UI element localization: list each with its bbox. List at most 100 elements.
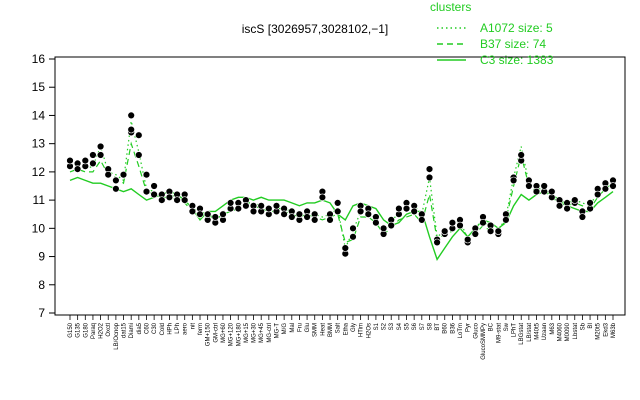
x-tick-label: dat15 xyxy=(122,322,128,338)
x-tick-label: G135 xyxy=(76,322,82,337)
x-tick-label: MG+30 xyxy=(252,322,258,343)
data-point xyxy=(142,187,151,196)
x-tick-label: B36 xyxy=(450,322,456,333)
data-point xyxy=(272,202,281,210)
data-point xyxy=(181,196,189,204)
data-point xyxy=(265,204,273,213)
x-tick-label: ferm xyxy=(198,323,204,335)
data-point xyxy=(609,182,617,190)
x-tick-label: MG+15 xyxy=(244,322,250,343)
chart-title: iscS [3026957,3028102,−1] xyxy=(242,22,388,36)
x-tick-label: MG+120 xyxy=(229,322,235,346)
x-tick-label: Heat xyxy=(320,323,326,336)
data-point xyxy=(311,216,319,224)
data-point xyxy=(158,196,166,204)
data-point xyxy=(234,204,243,213)
x-tick-label: BMM xyxy=(328,323,334,337)
data-point xyxy=(486,227,495,235)
data-point xyxy=(517,151,525,159)
data-point xyxy=(173,196,181,204)
legend-title: clusters xyxy=(430,0,471,14)
legend-entry-label: A1072 size: 5 xyxy=(480,21,553,35)
data-point xyxy=(387,221,395,230)
x-tick-label: MG+60 xyxy=(221,322,227,343)
data-point xyxy=(112,176,120,185)
x-tick-label: Oxctl xyxy=(106,323,112,337)
x-tick-label: M20t5 xyxy=(596,322,602,339)
x-tick-label: LPhT xyxy=(512,323,518,338)
y-tick-label: 13 xyxy=(32,137,46,151)
y-tick-label: 12 xyxy=(32,165,46,179)
y-tick-label: 10 xyxy=(32,221,46,235)
data-point xyxy=(425,173,434,182)
data-point xyxy=(372,219,380,227)
x-tick-label: S7 xyxy=(420,322,426,330)
y-tick-label: 11 xyxy=(33,193,46,207)
plot-frame xyxy=(54,56,626,316)
data-point xyxy=(249,207,258,216)
data-point xyxy=(456,221,464,230)
x-tick-label: Lbstat xyxy=(573,323,579,340)
x-tick-label: LBGstat xyxy=(519,323,525,345)
x-tick-label: Cold xyxy=(160,323,166,335)
data-point xyxy=(464,235,472,244)
x-tick-label: Fru xyxy=(297,323,303,332)
x-tick-label: Sb xyxy=(580,322,586,330)
x-tick-label: MG-ctrl xyxy=(267,323,273,343)
data-points xyxy=(66,111,617,258)
x-tick-label: M40t5 xyxy=(535,322,541,339)
x-tick-label: Diami xyxy=(129,323,135,338)
data-point xyxy=(425,165,434,173)
data-point xyxy=(280,210,288,218)
x-tick-label: GM+150 xyxy=(206,322,212,346)
data-point xyxy=(563,204,571,213)
data-point xyxy=(334,207,342,216)
data-point xyxy=(379,224,388,233)
x-tick-label: C60 xyxy=(144,322,150,334)
x-tick-label: LoTm xyxy=(458,323,464,338)
x-tick-label: G150 xyxy=(68,322,74,337)
x-tick-label: M9-stat xyxy=(496,323,502,343)
data-point xyxy=(441,227,449,235)
x-tick-label: M/G xyxy=(282,323,288,335)
data-point xyxy=(96,151,105,159)
data-point xyxy=(119,171,128,179)
data-point xyxy=(135,131,143,139)
x-tick-label: S1 xyxy=(374,322,380,330)
data-point xyxy=(349,224,357,233)
data-point xyxy=(532,187,541,196)
x-tick-label: C30 xyxy=(152,322,158,334)
data-point xyxy=(66,156,74,165)
data-point xyxy=(471,230,479,238)
data-point xyxy=(165,193,174,202)
data-point xyxy=(150,182,158,190)
y-tick-label: 14 xyxy=(32,108,46,122)
data-point xyxy=(89,159,97,168)
data-point xyxy=(356,207,365,216)
x-tick-label: Etha xyxy=(343,322,349,335)
data-point xyxy=(525,182,533,190)
x-tick-label: M63 xyxy=(550,322,556,334)
x-tick-label: S6 xyxy=(412,322,418,330)
data-point xyxy=(364,210,372,218)
data-point xyxy=(349,233,357,241)
data-point xyxy=(540,182,548,190)
plot-border xyxy=(54,56,626,316)
x-tick-label: H2Os xyxy=(366,323,372,338)
x-tick-label: BI xyxy=(588,323,594,329)
y-tick-label: 7 xyxy=(38,306,45,320)
data-point xyxy=(418,216,426,224)
x-tick-label: M4060 xyxy=(557,322,563,341)
x-tick-label: G180 xyxy=(83,322,89,337)
data-point xyxy=(494,227,502,235)
data-point xyxy=(548,187,556,196)
x-tick-label: S5 xyxy=(405,322,411,330)
data-point xyxy=(601,185,610,193)
x-tick-label: SMM xyxy=(313,323,319,337)
data-point xyxy=(448,219,457,227)
x-tick-label: Paraq xyxy=(91,323,97,339)
series-line-dashed xyxy=(69,141,614,244)
x-tick-label: Gly xyxy=(351,323,357,332)
data-point xyxy=(555,202,564,210)
series-line-solid xyxy=(69,176,614,261)
